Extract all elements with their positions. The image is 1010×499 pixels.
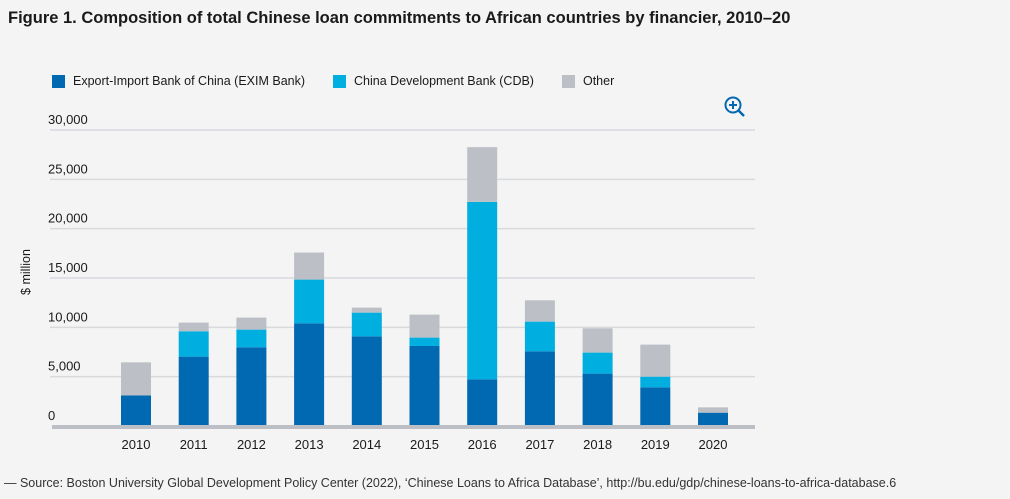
bar-segment xyxy=(178,331,209,357)
bar-segment xyxy=(178,356,209,426)
legend-swatch xyxy=(333,74,347,88)
bar-segment xyxy=(351,307,382,313)
legend-label: Export-Import Bank of China (EXIM Bank) xyxy=(73,74,306,88)
legend-item: Other xyxy=(561,74,615,88)
x-tick-label: 2019 xyxy=(641,437,670,452)
x-tick-label: 2016 xyxy=(468,437,497,452)
legend-swatch xyxy=(52,74,65,88)
bar-segment xyxy=(467,201,498,380)
bar-segment xyxy=(582,352,613,374)
y-tick-label: 25,000 xyxy=(48,161,88,176)
bar-segment xyxy=(294,279,325,324)
bar-segment xyxy=(640,344,671,377)
bar-segment xyxy=(582,328,613,353)
bar-segment xyxy=(236,347,267,426)
bar-segment xyxy=(524,351,555,426)
bar-segment xyxy=(524,321,555,352)
x-tick-label: 2012 xyxy=(237,437,266,452)
bar-segment xyxy=(409,314,440,338)
legend-label: China Development Bank (CDB) xyxy=(354,74,534,88)
source-note: — Source: Boston University Global Devel… xyxy=(4,476,897,490)
bar-segment xyxy=(582,373,613,426)
y-tick-label: 30,000 xyxy=(48,112,88,127)
bar-segment xyxy=(236,329,267,348)
bar-segment xyxy=(698,407,728,413)
bar-segment xyxy=(178,322,209,332)
figure-title: Figure 1. Composition of total Chinese l… xyxy=(8,9,791,27)
y-tick-label: 15,000 xyxy=(48,260,88,275)
bar-segment xyxy=(294,323,325,426)
bar-segment xyxy=(121,362,151,396)
bar-segment xyxy=(351,312,382,337)
bar-segment xyxy=(698,412,728,426)
bar-segment xyxy=(294,252,325,280)
x-tick-label: 2020 xyxy=(699,437,728,452)
x-tick-label: 2013 xyxy=(295,437,324,452)
x-tick-label: 2018 xyxy=(583,437,612,452)
y-tick-label: 10,000 xyxy=(48,309,88,324)
x-tick-label: 2011 xyxy=(180,437,208,452)
x-tick-label: 2010 xyxy=(122,437,151,452)
y-tick-label: 0 xyxy=(48,408,55,423)
y-tick-label: 5,000 xyxy=(48,359,81,374)
y-axis-label: $ million xyxy=(19,249,33,295)
x-tick-label: 2015 xyxy=(410,437,439,452)
legend-label: Other xyxy=(582,74,615,88)
legend-swatch xyxy=(561,74,575,88)
x-tick-label: 2017 xyxy=(525,437,554,452)
bar-segment xyxy=(524,300,555,322)
bar-segment xyxy=(409,337,440,346)
legend: Export-Import Bank of China (EXIM Bank) C… xyxy=(52,74,614,88)
bar-segment xyxy=(409,345,440,426)
bar-segment xyxy=(351,336,382,426)
bar-segment xyxy=(640,376,671,388)
bar-segment xyxy=(467,147,498,202)
bar-segment xyxy=(236,317,267,330)
x-tick-label: 2014 xyxy=(352,437,381,452)
x-axis-baseline xyxy=(52,425,755,429)
bar-segment xyxy=(121,395,151,426)
zoom-in-icon[interactable] xyxy=(723,95,747,124)
legend-item: China Development Bank (CDB) xyxy=(333,74,534,88)
legend-item: Export-Import Bank of China (EXIM Bank) xyxy=(52,74,305,88)
y-tick-label: 20,000 xyxy=(48,211,88,226)
bar-segment xyxy=(467,379,498,426)
bar-segment xyxy=(640,387,671,426)
